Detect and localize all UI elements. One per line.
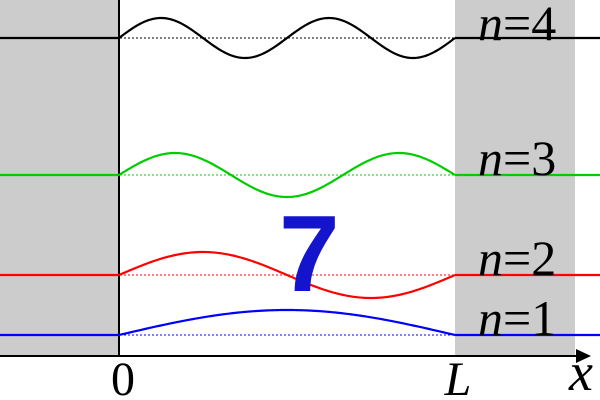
svg-text:n=3: n=3 — [478, 130, 556, 186]
svg-text:x: x — [568, 342, 593, 400]
svg-text:0: 0 — [111, 353, 135, 400]
svg-text:n=4: n=4 — [478, 0, 556, 51]
svg-text:L: L — [444, 353, 472, 400]
svg-text:n=2: n=2 — [478, 230, 556, 286]
svg-text:n=1: n=1 — [478, 290, 556, 346]
svg-text:7: 7 — [279, 193, 340, 315]
